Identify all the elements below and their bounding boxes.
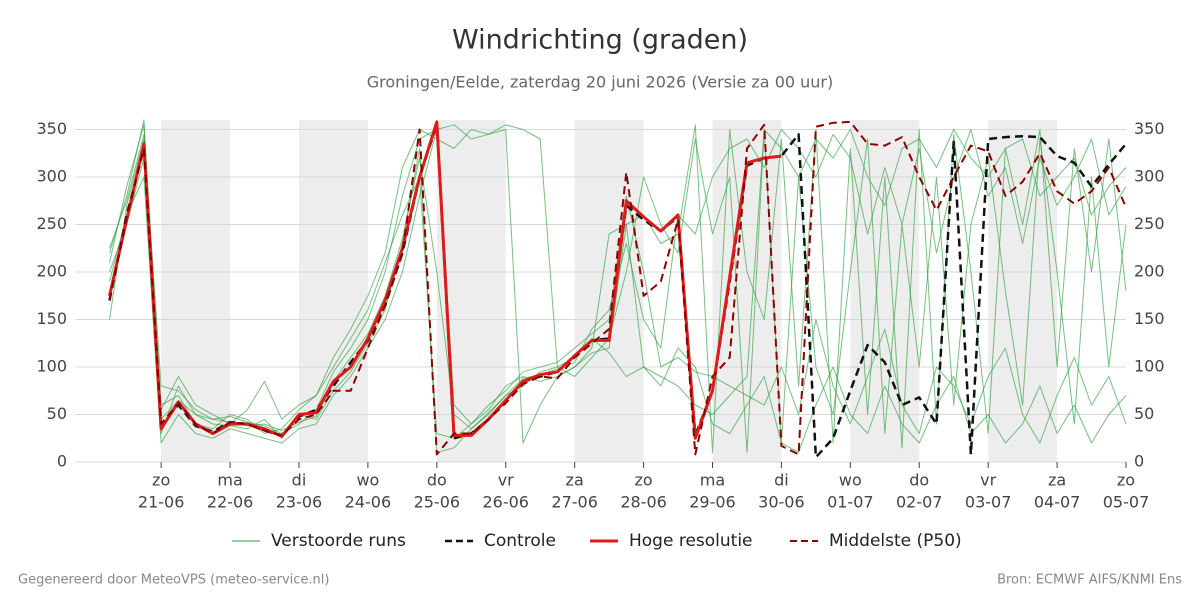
y2-tick-label: 50 (1134, 404, 1154, 423)
chart-subtitle: Groningen/Eelde, zaterdag 20 juni 2026 (… (367, 73, 833, 92)
footer-right: Bron: ECMWF AIFS/KNMI Ens (997, 573, 1182, 588)
y2-tick-label: 300 (1134, 167, 1165, 186)
y-tick-label: 100 (36, 357, 67, 376)
x-tick-date: 22-06 (207, 493, 254, 512)
x-tick-label: vr (980, 471, 996, 490)
x-tick-date: 29-06 (689, 493, 736, 512)
weekend-band (850, 120, 920, 462)
x-tick-label: di (774, 471, 789, 490)
y2-tick-label: 200 (1134, 262, 1165, 281)
weekend-band (988, 120, 1058, 462)
series-line (108, 120, 1127, 456)
x-tick-label: zo (152, 471, 170, 490)
legend-label: Controle (484, 531, 556, 551)
x-tick-label: di (292, 471, 307, 490)
ensemble-line (109, 124, 1127, 453)
x-tick-label: wo (839, 471, 862, 490)
x-tick-label: zo (1117, 471, 1135, 490)
legend-label: Hoge resolutie (629, 531, 753, 551)
y-tick-label: 300 (36, 167, 67, 186)
legend-label: Verstoorde runs (271, 531, 406, 551)
y2-tick-label: 250 (1134, 214, 1165, 233)
y2-tick-label: 150 (1134, 309, 1165, 328)
x-tick-date: 25-06 (414, 493, 461, 512)
y2-tick-label: 100 (1134, 357, 1165, 376)
x-tick-label: vr (498, 471, 514, 490)
y2-tick-label: 0 (1134, 452, 1144, 471)
y-tick-label: 150 (36, 309, 67, 328)
x-tick-label: do (909, 471, 929, 490)
y-tick-label: 200 (36, 262, 67, 281)
y-tick-label: 350 (36, 119, 67, 138)
x-tick-label: ma (700, 471, 725, 490)
x-tick-label: za (566, 471, 584, 490)
x-tick-date: 23-06 (276, 493, 323, 512)
x-tick-date: 02-07 (896, 493, 943, 512)
weekend-band (298, 120, 368, 462)
ensemble-line (109, 124, 1127, 453)
x-tick-date: 04-07 (1034, 493, 1081, 512)
weekend-band (574, 120, 644, 462)
x-tick-date: 05-07 (1103, 493, 1150, 512)
footer-left: Gegenereerd door MeteoVPS (meteo-service… (18, 573, 329, 588)
ensemble-line (109, 119, 1127, 444)
x-tick-date: 21-06 (138, 493, 185, 512)
x-tick-label: do (427, 471, 447, 490)
y-tick-label: 250 (36, 214, 67, 233)
x-tick-label: za (1048, 471, 1066, 490)
x-tick-label: ma (217, 471, 242, 490)
x-tick-date: 01-07 (827, 493, 874, 512)
series-line (108, 120, 782, 440)
y-tick-label: 0 (57, 452, 67, 471)
y2-tick-label: 350 (1134, 119, 1165, 138)
x-tick-date: 30-06 (758, 493, 805, 512)
y-tick-label: 50 (47, 404, 67, 423)
chart-title: Windrichting (graden) (452, 25, 748, 56)
x-tick-date: 24-06 (345, 493, 392, 512)
x-tick-label: zo (634, 471, 652, 490)
x-tick-date: 27-06 (551, 493, 598, 512)
x-tick-date: 28-06 (620, 493, 667, 512)
x-tick-label: wo (356, 471, 379, 490)
x-tick-date: 03-07 (965, 493, 1012, 512)
legend-label: Middelste (P50) (829, 531, 962, 551)
x-tick-date: 26-06 (482, 493, 529, 512)
